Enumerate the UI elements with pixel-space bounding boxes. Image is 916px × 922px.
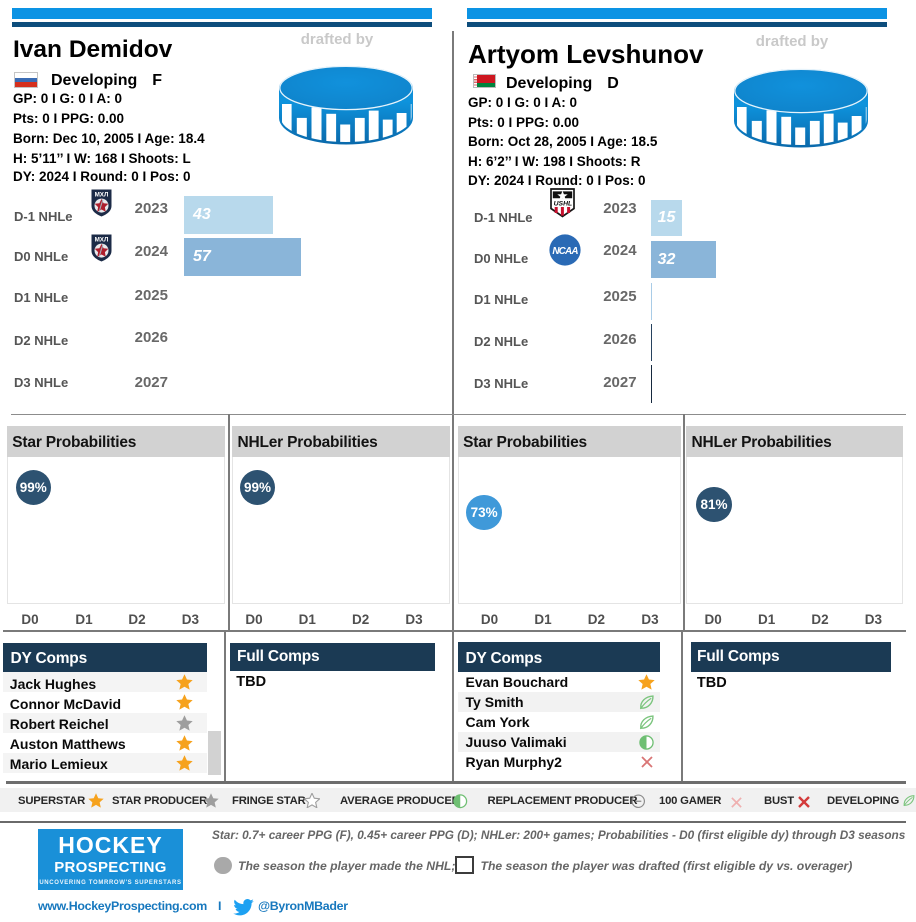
svg-text:USHL: USHL [553,201,572,208]
svg-text:МХЛ: МХЛ [95,192,109,199]
svg-text:МХЛ: МХЛ [95,237,109,244]
svg-text:NCAA: NCAA [552,245,578,256]
